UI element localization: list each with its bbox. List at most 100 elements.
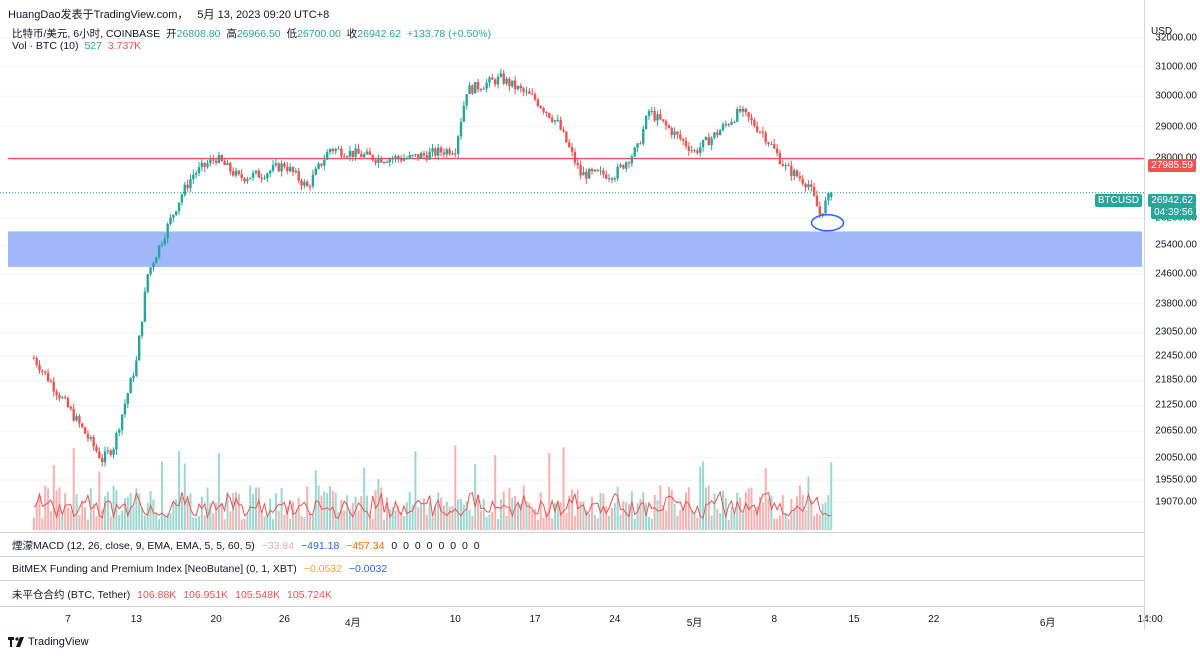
volume-bar bbox=[132, 506, 135, 530]
candle-body bbox=[439, 147, 443, 153]
volume-bar bbox=[86, 519, 89, 530]
candle-body bbox=[55, 391, 58, 395]
volume-bar bbox=[274, 493, 277, 530]
candle-body bbox=[428, 151, 431, 160]
candle-body bbox=[405, 158, 409, 160]
volume-bar bbox=[562, 447, 565, 530]
volume-bar bbox=[502, 491, 505, 530]
candle-body bbox=[286, 166, 289, 172]
candle-body bbox=[308, 186, 312, 188]
candle-body bbox=[587, 169, 591, 179]
time-tick: 20 bbox=[210, 614, 222, 625]
candle-body bbox=[32, 358, 36, 360]
volume-bar bbox=[212, 513, 215, 530]
candle-body bbox=[120, 414, 124, 430]
volume-bar bbox=[559, 502, 562, 530]
price-axis[interactable]: USD 32000.00 31000.00 30000.00 29000.00 2800… bbox=[1144, 0, 1200, 630]
candle-body bbox=[140, 321, 144, 336]
volume-bar bbox=[787, 518, 790, 530]
volume-bar bbox=[58, 487, 61, 530]
candle-body bbox=[821, 213, 824, 215]
volume-bar bbox=[525, 501, 528, 530]
volume-bar bbox=[417, 507, 420, 530]
volume-bar bbox=[425, 514, 428, 530]
candle-body bbox=[132, 375, 135, 379]
price-chart[interactable] bbox=[0, 22, 1144, 532]
volume-bar bbox=[482, 499, 485, 530]
volume-bar bbox=[673, 504, 676, 530]
candle-body bbox=[804, 183, 807, 188]
candle-body bbox=[337, 148, 340, 150]
volume-bar bbox=[220, 503, 223, 530]
candle-body bbox=[451, 153, 454, 155]
grid bbox=[0, 37, 1144, 503]
volume-bar bbox=[141, 507, 144, 530]
volume-bar bbox=[277, 510, 280, 530]
candle-body bbox=[696, 150, 699, 153]
volume-bar bbox=[331, 490, 334, 530]
candle-body bbox=[75, 416, 78, 421]
volume-bar bbox=[101, 509, 104, 530]
volume-bar bbox=[380, 487, 383, 530]
volume-bar bbox=[67, 507, 69, 530]
time-tick: 22 bbox=[928, 614, 940, 625]
volume-bar bbox=[767, 498, 770, 530]
candle-body bbox=[471, 85, 474, 94]
annotation-circle bbox=[810, 214, 845, 232]
volume-bar bbox=[719, 513, 722, 530]
candle-body bbox=[778, 153, 782, 164]
time-tick: 10 bbox=[449, 614, 461, 625]
candle-body bbox=[214, 160, 218, 163]
volume-bar bbox=[733, 514, 736, 530]
candle-body bbox=[360, 153, 363, 158]
candle-body bbox=[254, 170, 258, 173]
volume-bar bbox=[602, 493, 605, 530]
candle-body bbox=[274, 163, 278, 166]
time-tick: 24 bbox=[609, 614, 621, 625]
pane-divider[interactable] bbox=[0, 532, 1144, 533]
candle-body bbox=[209, 159, 212, 164]
price-tick: 22450.00 bbox=[1155, 350, 1197, 362]
candle-body bbox=[750, 117, 753, 121]
volume-bar bbox=[553, 503, 556, 530]
volume-bar bbox=[622, 501, 625, 530]
volume-bar bbox=[571, 489, 574, 530]
candle-body bbox=[462, 105, 466, 122]
candle-body bbox=[474, 81, 477, 94]
close-value: 26942.62 bbox=[357, 28, 402, 40]
candle-body bbox=[152, 263, 155, 268]
volume-bar bbox=[613, 503, 616, 530]
candle-body bbox=[402, 158, 406, 161]
volume-bar bbox=[804, 510, 807, 530]
tradingview-logo-icon bbox=[8, 637, 24, 647]
candle-body bbox=[528, 91, 531, 94]
candle-body bbox=[798, 176, 802, 179]
volume-bar bbox=[118, 514, 121, 530]
candle-body bbox=[408, 155, 411, 159]
candle-body bbox=[325, 152, 329, 160]
candle-body bbox=[499, 73, 503, 77]
candle-body bbox=[627, 162, 631, 164]
candle-body bbox=[607, 178, 611, 180]
volume-bar bbox=[388, 509, 391, 530]
candle-body bbox=[516, 85, 520, 90]
candle-body bbox=[52, 381, 55, 392]
price-tick: 29000.00 bbox=[1155, 121, 1197, 133]
volume-bar bbox=[112, 485, 115, 530]
time-tick: 15 bbox=[848, 614, 860, 625]
candle-body bbox=[585, 172, 588, 179]
volume-bar bbox=[468, 510, 471, 530]
pane-divider[interactable] bbox=[0, 556, 1144, 557]
candle-body bbox=[570, 147, 574, 152]
candle-body bbox=[251, 172, 255, 178]
candle-body bbox=[550, 117, 554, 122]
candle-body bbox=[661, 119, 665, 121]
pane-divider[interactable] bbox=[0, 580, 1144, 581]
candle-body bbox=[653, 110, 656, 121]
candle-body bbox=[434, 148, 437, 156]
volume-bar bbox=[588, 513, 591, 530]
volume-bar bbox=[226, 492, 229, 530]
volume-bar bbox=[727, 519, 730, 530]
main-chart-pane[interactable]: 比特币/美元, 6小时, COINBASE 开26808.80 高26966.5… bbox=[0, 22, 1144, 532]
candle-body bbox=[371, 154, 374, 161]
